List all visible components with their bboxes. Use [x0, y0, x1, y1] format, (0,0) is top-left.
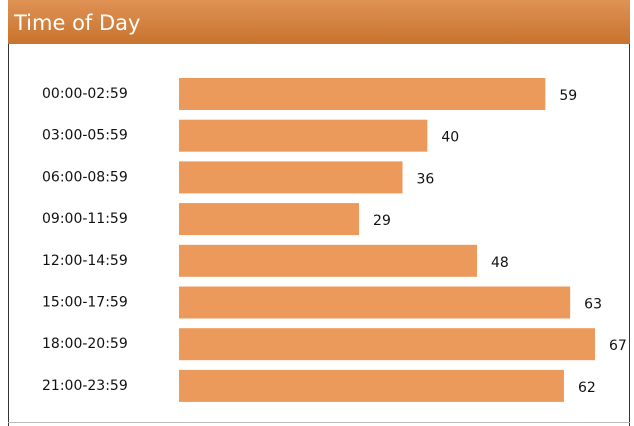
category-label: 09:00-11:59: [42, 211, 128, 227]
bar: [179, 369, 564, 402]
category-label: 06:00-08:59: [42, 169, 128, 185]
category-label: 21:00-23:59: [42, 378, 128, 394]
bar: [179, 119, 428, 152]
value-label: 29: [373, 213, 391, 229]
value-label: 36: [417, 171, 435, 187]
chart-title: Time of Day: [13, 11, 140, 35]
category-label: 12:00-14:59: [42, 253, 128, 269]
bar: [179, 286, 571, 319]
category-label: 18:00-20:59: [42, 336, 128, 352]
bar: [179, 244, 478, 277]
bar: [179, 203, 360, 236]
value-label: 48: [491, 255, 509, 271]
value-label: 59: [559, 88, 577, 104]
value-label: 67: [609, 338, 627, 354]
value-label: 62: [578, 380, 596, 396]
value-label: 63: [584, 297, 602, 313]
value-label: 40: [441, 130, 459, 146]
category-label: 03:00-05:59: [42, 128, 128, 144]
bar: [179, 328, 595, 361]
header-bar: [8, 0, 630, 44]
bar: [179, 161, 403, 194]
bar: [179, 78, 546, 110]
category-label: 00:00-02:59: [42, 86, 128, 102]
category-label: 15:00-17:59: [42, 295, 128, 311]
